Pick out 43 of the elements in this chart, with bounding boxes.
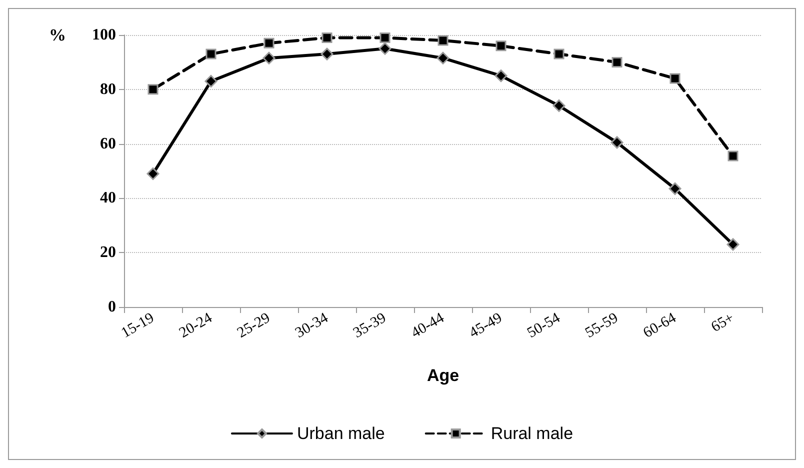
x-tick-label: 65+ (708, 310, 737, 336)
point (322, 32, 332, 43)
y-tick-label: 0 (108, 298, 116, 316)
point (148, 84, 158, 95)
y-tick-label: 40 (100, 190, 116, 207)
x-tick-label: 30-34 (292, 310, 332, 342)
point (262, 52, 276, 64)
x-tick-label: 20-24 (176, 310, 216, 342)
point (668, 182, 682, 195)
x-tick-label: 25-29 (234, 310, 273, 342)
point (320, 48, 334, 60)
point (612, 56, 622, 68)
point (204, 74, 218, 88)
point (438, 35, 448, 46)
legend-label: Rural male (490, 424, 574, 443)
x-axis-title: Age (426, 366, 460, 385)
x-tick-label: 40-44 (408, 310, 448, 342)
point (670, 73, 680, 84)
point (554, 48, 564, 60)
point (264, 38, 274, 48)
x-tick-label: 60-64 (640, 310, 680, 342)
point (380, 32, 390, 43)
x-tick-label: 35-39 (350, 310, 389, 342)
point (610, 136, 624, 149)
point (436, 52, 450, 64)
point (552, 99, 566, 112)
x-tick-label: 45-49 (466, 310, 505, 342)
y-tick-label: 100 (92, 26, 116, 44)
point (146, 167, 160, 180)
point (378, 42, 392, 55)
y-tick-label: 60 (100, 135, 116, 152)
x-tick-label: 50-54 (524, 310, 564, 342)
y-tick-label: 80 (100, 80, 116, 98)
y-tick-label: 20 (100, 244, 116, 262)
point (726, 238, 740, 251)
point (728, 150, 738, 162)
point (206, 48, 216, 60)
point (496, 40, 506, 52)
point (494, 70, 508, 82)
legend-label: Urban male (296, 424, 385, 443)
y-axis-title: % (49, 26, 66, 44)
x-tick-label: 15-19 (118, 310, 157, 342)
x-tick-label: 55-59 (582, 310, 621, 342)
